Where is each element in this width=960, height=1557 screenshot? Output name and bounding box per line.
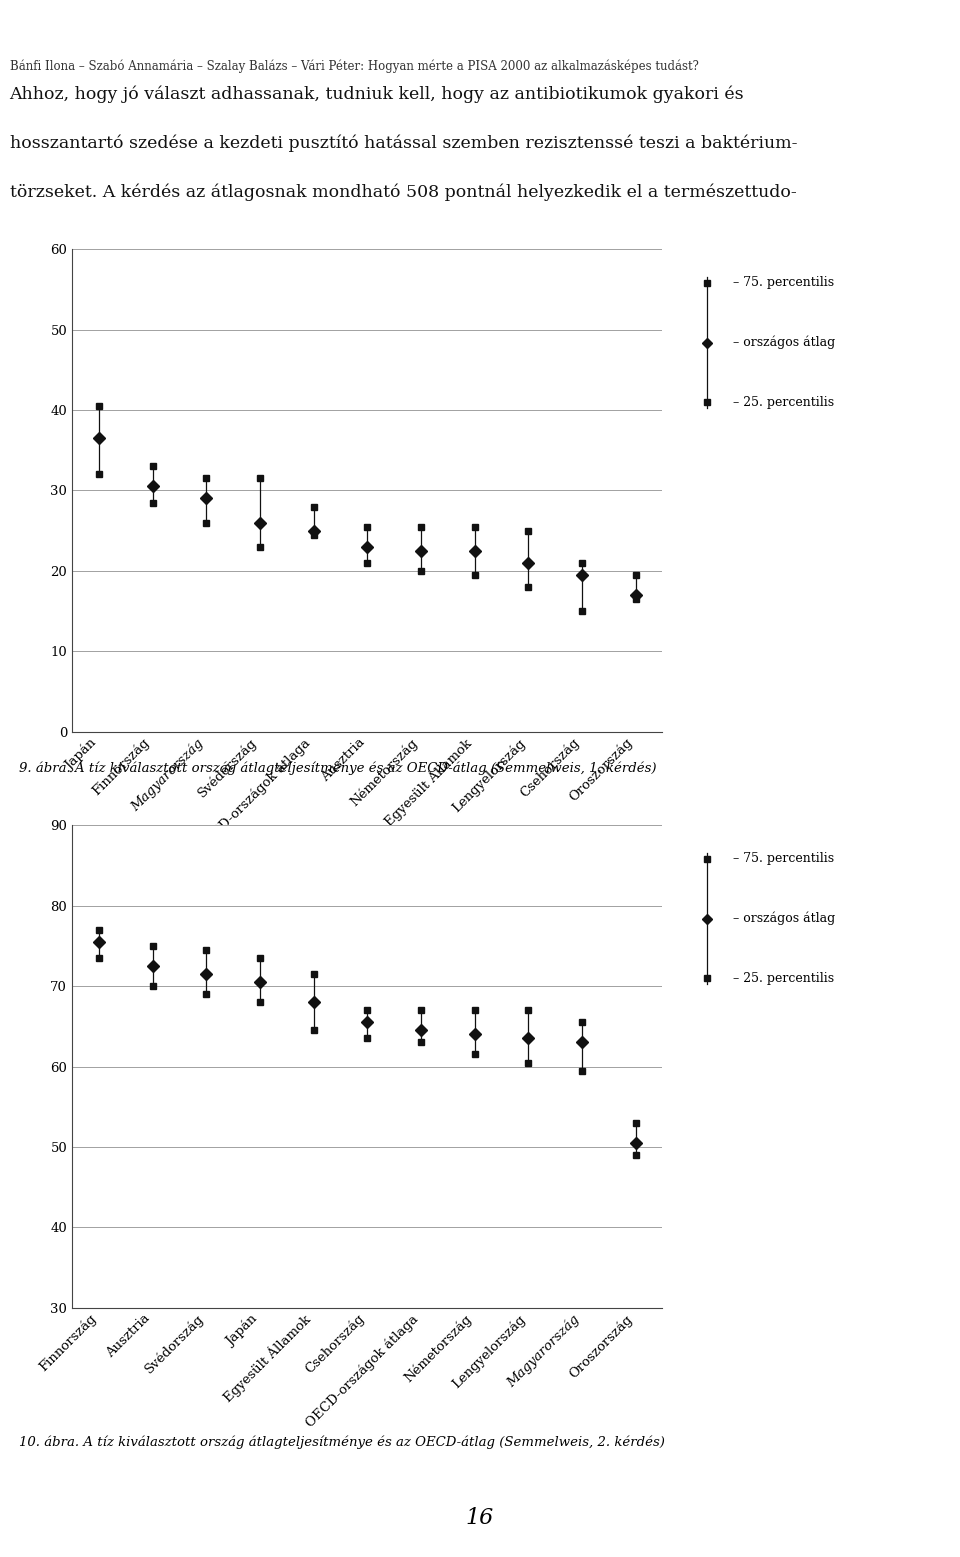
Text: 16: 16 [466, 1507, 494, 1529]
Text: – országos átlag: – országos átlag [733, 336, 835, 349]
Text: – 25. percentilis: – 25. percentilis [733, 395, 834, 409]
Text: 10. ábra. A tíz kiválasztott ország átlagteljesítménye és az OECD-átlag (Semmelw: 10. ábra. A tíz kiválasztott ország átla… [19, 1436, 665, 1450]
Text: – 75. percentilis: – 75. percentilis [733, 276, 834, 290]
Text: Ahhoz, hogy jó választ adhassanak, tudniuk kell, hogy az antibiotikumok gyakori : Ahhoz, hogy jó választ adhassanak, tudni… [10, 86, 744, 103]
Text: – 75. percentilis: – 75. percentilis [733, 852, 834, 866]
Text: – országos átlag: – országos átlag [733, 912, 835, 925]
Text: – 25. percentilis: – 25. percentilis [733, 972, 834, 986]
Text: hosszantartó szedése a kezdeti pusztító hatással szemben rezisztenssé teszi a ba: hosszantartó szedése a kezdeti pusztító … [10, 135, 797, 153]
Text: Bánfi Ilona – Szabó Annamária – Szalay Balázs – Vári Péter: Hogyan mérte a PISA : Bánfi Ilona – Szabó Annamária – Szalay B… [10, 59, 699, 73]
Text: 9. ábra. A tíz kiválasztott ország átlagteljesítménye és az OECD-átlag (Semmelwe: 9. ábra. A tíz kiválasztott ország átlag… [19, 761, 657, 775]
Text: törzseket. A kérdés az átlagosnak mondható 508 pontnál helyezkedik el a természe: törzseket. A kérdés az átlagosnak mondha… [10, 184, 797, 201]
